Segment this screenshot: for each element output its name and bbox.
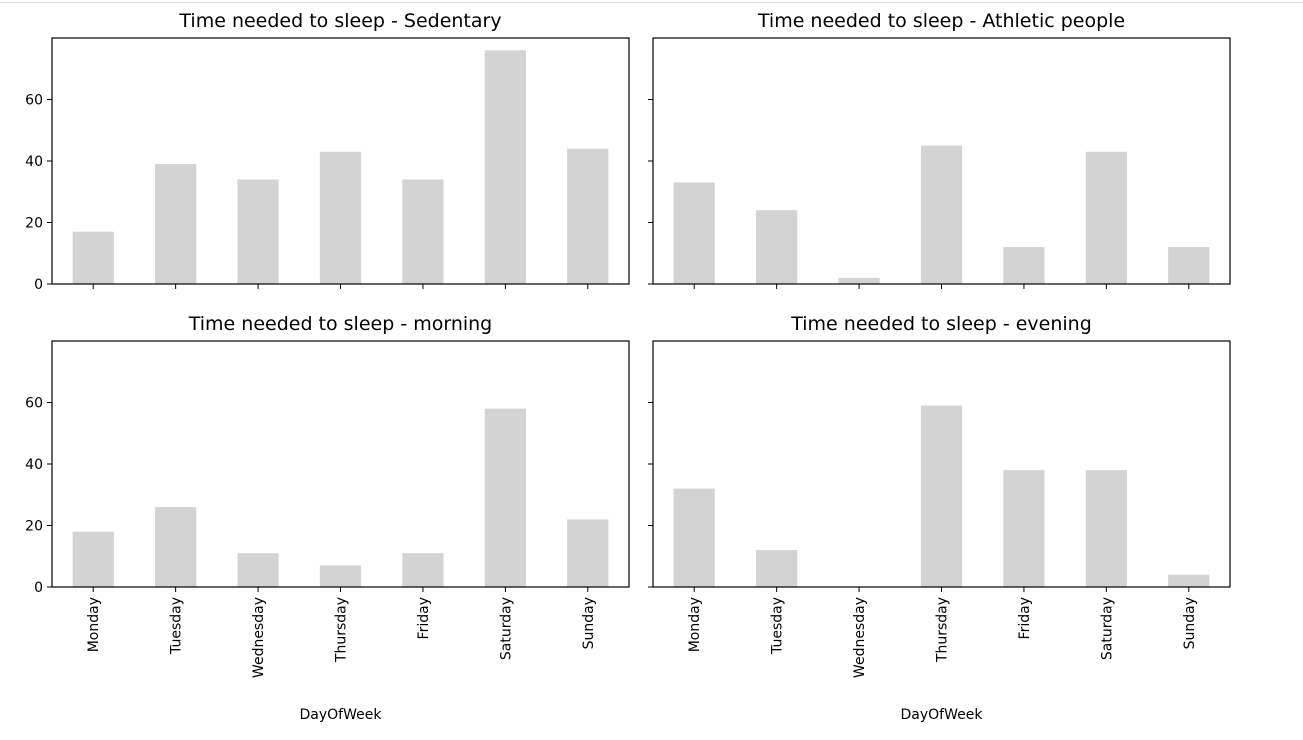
x-tick-label-saturday: Saturday — [498, 597, 514, 660]
bar-monday — [72, 231, 114, 284]
bar-thursday — [920, 405, 963, 587]
bar-thursday — [319, 151, 362, 284]
y-tick-label: 0 — [34, 277, 43, 293]
bar-thursday — [920, 145, 963, 285]
x-tick-label-thursday: Thursday — [334, 597, 350, 663]
x-tick-label-friday: Friday — [416, 597, 432, 639]
y-tick-label: 20 — [25, 216, 43, 232]
chart-title: Time needed to sleep - morning — [188, 313, 493, 335]
bar-wednesday — [237, 179, 279, 284]
subplot-3: 0 20 40 60 Monday Tuesday Wednesday Thursday Fri… — [25, 313, 630, 723]
bar-thursday — [319, 565, 362, 587]
x-tick-label-tuesday: Tuesday — [770, 597, 786, 655]
x-tick-label-thursday: Thursday — [935, 597, 951, 663]
bar-friday — [402, 553, 444, 587]
bar-saturday — [484, 408, 526, 587]
x-axis-label: DayOfWeek — [901, 707, 984, 723]
y-tick-label: 40 — [25, 154, 43, 170]
bar-wednesday — [237, 553, 279, 587]
subplot-2: Time needed to sleep - Athletic people — [648, 10, 1231, 289]
bar-tuesday — [756, 210, 798, 284]
bar-saturday — [1085, 470, 1127, 587]
x-tick-label-monday: Monday — [687, 597, 703, 652]
bar-monday — [72, 531, 114, 587]
chart-title: Time needed to sleep - Sedentary — [178, 10, 501, 32]
x-tick-label-sunday: Sunday — [581, 597, 597, 649]
x-tick-label-saturday: Saturday — [1099, 597, 1115, 660]
top-divider — [0, 2, 1303, 3]
y-tick-label: 40 — [25, 457, 43, 473]
bar-tuesday — [155, 164, 197, 284]
y-tick-label: 60 — [25, 93, 43, 109]
y-tick-label: 60 — [25, 396, 43, 412]
bar-monday — [673, 182, 715, 284]
bar-saturday — [484, 50, 526, 284]
x-tick-label-friday: Friday — [1017, 597, 1033, 639]
bar-sunday — [567, 519, 609, 587]
x-tick-label-monday: Monday — [86, 597, 102, 652]
bar-tuesday — [756, 550, 798, 587]
x-tick-label-wednesday: Wednesday — [852, 597, 868, 678]
subplot-1: 0 20 40 60 Time needed to sleep - Sedentary — [25, 10, 630, 293]
y-tick-label: 0 — [34, 580, 43, 596]
axes-frame — [51, 340, 630, 588]
y-tick-label: 20 — [25, 519, 43, 535]
x-tick-label-wednesday: Wednesday — [251, 597, 267, 678]
chart-title: Time needed to sleep - Athletic people — [757, 10, 1125, 32]
bar-saturday — [1085, 151, 1127, 284]
bar-friday — [1003, 247, 1045, 284]
subplot-4: Monday Tuesday Wednesday Thursday Friday Satu… — [648, 313, 1231, 723]
x-tick-label-sunday: Sunday — [1182, 597, 1198, 649]
bar-tuesday — [155, 507, 197, 587]
bar-monday — [673, 488, 715, 587]
bar-sunday — [567, 148, 609, 284]
x-axis-label: DayOfWeek — [300, 707, 383, 723]
bar-sunday — [1168, 247, 1210, 284]
bar-friday — [402, 179, 444, 284]
bar-sunday — [1168, 574, 1210, 587]
bar-friday — [1003, 470, 1045, 587]
chart-title: Time needed to sleep - evening — [790, 313, 1092, 335]
bar-wednesday — [838, 277, 880, 284]
x-tick-label-tuesday: Tuesday — [169, 597, 185, 655]
